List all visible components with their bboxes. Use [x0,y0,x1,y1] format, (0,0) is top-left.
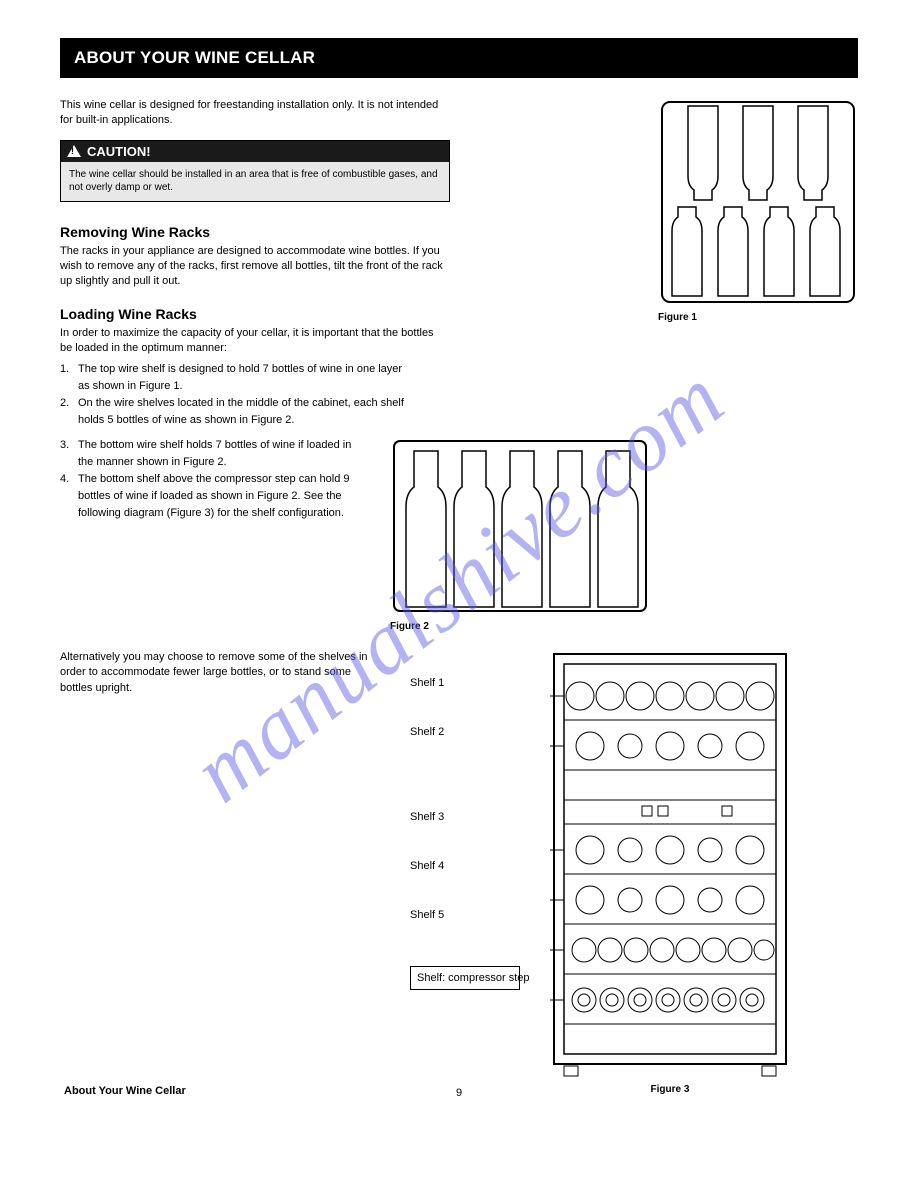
intro-paragraph: This wine cellar is designed for freesta… [60,98,450,128]
caution-label: CAUTION! [87,144,151,159]
caution-body: The wine cellar should be installed in a… [61,162,449,201]
removing-paragraph: The racks in your appliance are designed… [60,244,450,290]
figure-2-caption: Figure 2 [390,621,650,632]
page-title: ABOUT YOUR WINE CELLAR [74,48,844,68]
step-1: The top wire shelf is designed to hold 7… [78,361,410,395]
loading-steps-partA: 1.The top wire shelf is designed to hold… [60,361,410,429]
step-2: On the wire shelves located in the middl… [78,395,410,429]
footer-label: About Your Wine Cellar [64,1085,186,1097]
page-number: 9 [456,1087,462,1099]
label-shelf-1: Shelf 1 [410,676,520,690]
section-title-bar: ABOUT YOUR WINE CELLAR [60,38,858,78]
caution-box: CAUTION! The wine cellar should be insta… [60,140,450,202]
loading-heading: Loading Wine Racks [60,306,450,322]
removing-heading: Removing Wine Racks [60,224,450,240]
label-shelf-4: Shelf 4 [410,859,520,873]
fig3-tip: Alternatively you may choose to remove s… [60,650,380,696]
label-shelf-compressor: Shelf: compressor step [410,966,520,990]
figure-1-caption: Figure 1 [658,312,858,323]
step-3: The bottom wire shelf holds 7 bottles of… [78,437,360,471]
step-4: The bottom shelf above the compressor st… [78,471,360,522]
label-shelf-2: Shelf 2 [410,725,520,739]
warning-icon [67,145,81,157]
figure-3-labels: Shelf 1 Shelf 2 Shelf 3 Shelf 4 Shelf 5 … [410,650,520,1050]
label-shelf-5: Shelf 5 [410,908,520,922]
caution-header: CAUTION! [61,141,449,162]
figure-2: Figure 2 [390,437,650,632]
figure-3-caption: Figure 3 [550,1084,790,1095]
label-shelf-3: Shelf 3 [410,810,520,824]
figure-1: Figure 1 [658,98,858,323]
loading-intro: In order to maximize the capacity of you… [60,326,440,357]
figure-3: Figure 3 [550,650,790,1095]
loading-steps-partB: 3.The bottom wire shelf holds 7 bottles … [60,437,360,522]
